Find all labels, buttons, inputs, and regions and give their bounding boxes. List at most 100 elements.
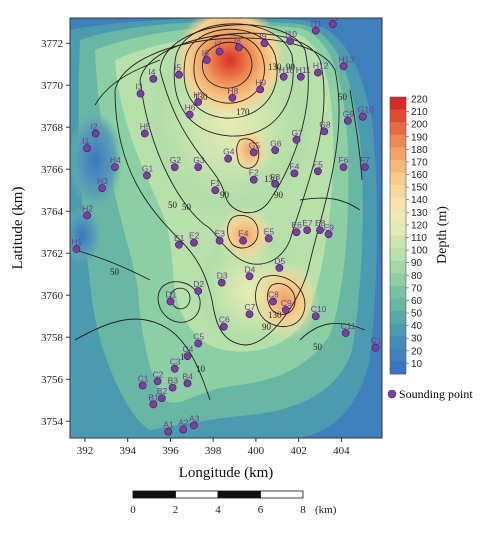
- scale-bar-label: 4: [215, 504, 221, 516]
- sounding-point-label: C10: [311, 304, 327, 314]
- colorbar-tick-label: 30: [411, 334, 423, 345]
- colorbar-tick-label: 60: [411, 296, 423, 307]
- sounding-point-label: C6: [219, 315, 230, 325]
- sounding-point-label: I11: [311, 19, 322, 29]
- y-tick-label: 3754: [41, 416, 64, 428]
- colorbar-swatch: [390, 97, 406, 110]
- scale-bar: 0 2 4 6 8 (km): [130, 491, 336, 516]
- sounding-point-label: D2: [193, 279, 204, 289]
- sounding-point-label: G10: [358, 105, 374, 115]
- colorbar-tick-label: 50: [411, 309, 423, 320]
- sounding-point-label: E3: [215, 229, 226, 239]
- sounding-point-label: C9: [281, 298, 292, 308]
- contour-label: 170: [236, 107, 250, 117]
- sounding-point-label: I6: [202, 48, 209, 58]
- sounding-point-label: H12: [313, 61, 329, 71]
- sounding-point-label: E1: [174, 233, 185, 243]
- sounding-point-label: E4: [238, 229, 249, 239]
- y-tick-label: 3762: [41, 248, 63, 260]
- colorbar-title: Depth (m): [435, 206, 450, 264]
- sounding-point-label: F6: [339, 155, 349, 165]
- sounding-point-label: A1: [163, 420, 174, 430]
- contour-label: 50: [168, 200, 178, 210]
- sounding-point-label: H2: [82, 203, 93, 213]
- colorbar-swatch: [390, 160, 406, 173]
- colorbar-tick-label: 80: [411, 271, 423, 282]
- sounding-point-label: E5: [264, 227, 275, 237]
- x-tick-label: 392: [77, 445, 94, 457]
- sounding-point-label: F4: [289, 161, 299, 171]
- sounding-point-label: C7: [245, 302, 256, 312]
- scale-bar-label: 2: [173, 504, 179, 516]
- scale-bar-label: 0: [130, 504, 136, 516]
- contour-label: 130: [268, 310, 282, 320]
- contour-label: 50: [313, 342, 323, 352]
- colorbar-tick-label: 120: [411, 220, 428, 231]
- sounding-point-label: I1: [82, 136, 89, 146]
- x-tick-label: 404: [333, 445, 350, 457]
- colorbar-swatch: [390, 223, 406, 236]
- sounding-point-label: H10: [279, 65, 295, 75]
- colorbar-swatch: [390, 173, 406, 186]
- y-tick-label: 3760: [41, 290, 64, 302]
- sounding-point-label: G3: [193, 155, 205, 165]
- sounding-point-label: I7: [215, 40, 222, 50]
- colorbar-swatch: [390, 349, 406, 362]
- colorbar-tick-label: 180: [411, 145, 428, 156]
- colorbar-swatch: [390, 286, 406, 299]
- sounding-point-label: I4: [148, 67, 155, 77]
- y-tick-label: 3764: [41, 206, 64, 218]
- sounding-point-label: G9: [343, 109, 355, 119]
- contour-label: 90: [220, 190, 230, 200]
- colorbar-tick-label: 40: [411, 321, 423, 332]
- contour-label: 50: [182, 202, 192, 212]
- y-tick-label: 3770: [41, 80, 64, 92]
- sounding-point-label: C8: [268, 290, 279, 300]
- contour-label: 90: [274, 190, 284, 200]
- sounding-point-label: G1: [142, 164, 154, 174]
- scale-bar-segment: [218, 491, 261, 498]
- colorbar-tick-label: 210: [411, 107, 428, 118]
- colorbar-tick-label: 10: [411, 359, 423, 370]
- sounding-point-label: E2: [189, 231, 200, 241]
- sounding-point-label: C5: [193, 332, 204, 342]
- colorbar-tick-label: 130: [411, 208, 428, 219]
- colorbar-tick-label: 160: [411, 170, 428, 181]
- x-tick-label: 398: [205, 445, 222, 457]
- colorbar-swatch: [390, 147, 406, 160]
- sounding-point-label: F5: [313, 159, 323, 169]
- legend-label: Sounding point: [399, 387, 473, 401]
- colorbar-swatch: [390, 248, 406, 261]
- sounding-point-label: C11: [341, 321, 356, 331]
- colorbar-tick-label: 20: [411, 346, 423, 357]
- sounding-point-label: H4: [110, 155, 121, 165]
- y-tick-label: 3772: [41, 38, 63, 50]
- y-tick-label: 3758: [41, 332, 64, 344]
- x-tick-label: 402: [290, 445, 307, 457]
- sounding-point-label: E7: [302, 218, 313, 228]
- sounding-point-label: C12: [371, 336, 387, 346]
- sounding-point-label: H3: [97, 176, 108, 186]
- sounding-point-label: E9: [324, 222, 335, 232]
- sounding-point-label: D4: [245, 264, 256, 274]
- colorbar-tick-label: 190: [411, 132, 428, 143]
- x-axis-ticks: 392 394 396 398 400 402 404: [77, 438, 350, 457]
- sounding-point-label: H6: [185, 103, 196, 113]
- sounding-point-label: G4: [223, 147, 235, 157]
- sounding-point-label: G5: [249, 140, 261, 150]
- contour-label: 10: [196, 364, 206, 374]
- sounding-point-label: G8: [319, 119, 331, 129]
- colorbar-tick-label: 150: [411, 183, 428, 194]
- sounding-point-label: D3: [217, 271, 228, 281]
- scale-bar-label: 6: [258, 504, 264, 516]
- colorbar-swatch: [390, 135, 406, 148]
- scale-bar-unit: (km): [315, 504, 337, 516]
- x-tick-label: 400: [248, 445, 265, 457]
- sounding-point-label: G7: [292, 128, 304, 138]
- contour-label: 50: [338, 92, 348, 102]
- sounding-point-label: B3: [168, 376, 179, 386]
- scale-bar-segment: [176, 491, 219, 498]
- y-axis-ticks: 3772 3770 3768 3766 3764 3762 3760 3758 3756 3754: [41, 38, 70, 428]
